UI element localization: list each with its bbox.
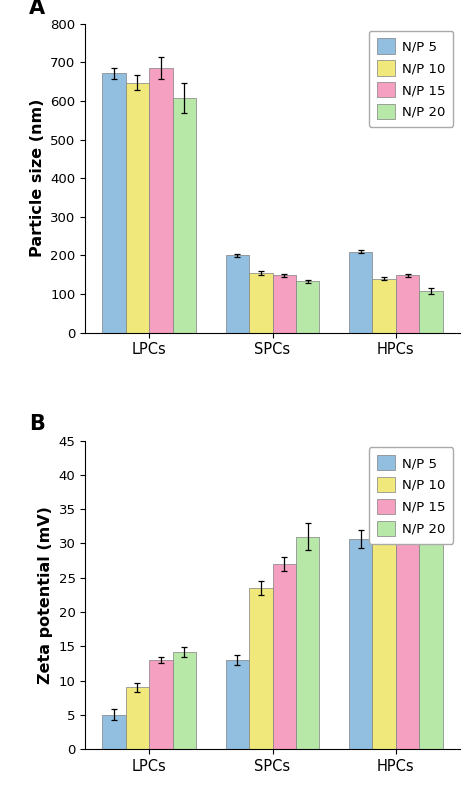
Bar (296, 536, 319, 749)
Bar (349, 539, 373, 749)
Bar (126, 83, 149, 332)
Bar (349, 252, 373, 332)
Text: B: B (29, 414, 45, 434)
Bar (173, 98, 196, 332)
Bar (226, 660, 249, 749)
Y-axis label: Zeta potential (mV): Zeta potential (mV) (38, 506, 53, 684)
Bar (396, 502, 419, 749)
Bar (126, 688, 149, 749)
Bar (373, 526, 396, 749)
Bar (249, 588, 273, 749)
Bar (396, 276, 419, 332)
Bar (373, 278, 396, 332)
Legend: N/P 5, N/P 10, N/P 15, N/P 20: N/P 5, N/P 10, N/P 15, N/P 20 (369, 447, 453, 544)
Text: A: A (29, 0, 46, 18)
Bar (149, 69, 173, 332)
Y-axis label: Particle size (nm): Particle size (nm) (30, 99, 45, 257)
Legend: N/P 5, N/P 10, N/P 15, N/P 20: N/P 5, N/P 10, N/P 15, N/P 20 (369, 30, 453, 127)
Bar (102, 73, 126, 332)
Bar (249, 273, 273, 332)
Bar (102, 715, 126, 749)
Bar (296, 281, 319, 332)
Bar (273, 276, 296, 332)
Bar (149, 660, 173, 749)
Bar (419, 291, 443, 332)
Bar (226, 255, 249, 332)
Bar (273, 564, 296, 749)
Bar (419, 485, 443, 749)
Bar (173, 652, 196, 749)
